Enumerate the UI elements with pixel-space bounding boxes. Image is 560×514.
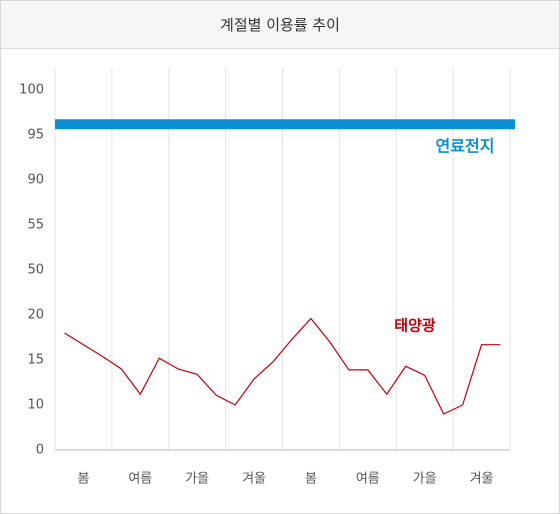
y-tick-label: 0 <box>36 443 44 458</box>
y-tick-label: 55 <box>27 218 44 233</box>
x-tick-label: 겨울 <box>470 472 494 487</box>
x-tick-label: 여름 <box>356 472 380 487</box>
series-label: 태양광 <box>394 317 436 335</box>
x-tick-label: 봄 <box>305 472 317 487</box>
y-tick-label: 95 <box>27 128 44 143</box>
x-tick-label: 봄 <box>77 472 89 487</box>
x-tick-label: 가을 <box>413 472 437 487</box>
x-tick-label: 가을 <box>185 472 209 487</box>
y-tick-label: 10 <box>27 398 44 413</box>
chart-title: 계절별 이용률 추이 <box>1 1 559 49</box>
series-line <box>64 317 501 415</box>
x-tick-label: 겨울 <box>242 472 266 487</box>
y-tick-label: 90 <box>27 173 44 188</box>
y-tick-label: 50 <box>27 263 44 278</box>
y-tick-label: 20 <box>27 308 44 323</box>
y-tick-label: 15 <box>27 353 44 368</box>
x-tick-label: 여름 <box>128 472 152 487</box>
y-tick-label: 100 <box>19 83 44 98</box>
series-label: 연료전지 <box>436 137 495 156</box>
